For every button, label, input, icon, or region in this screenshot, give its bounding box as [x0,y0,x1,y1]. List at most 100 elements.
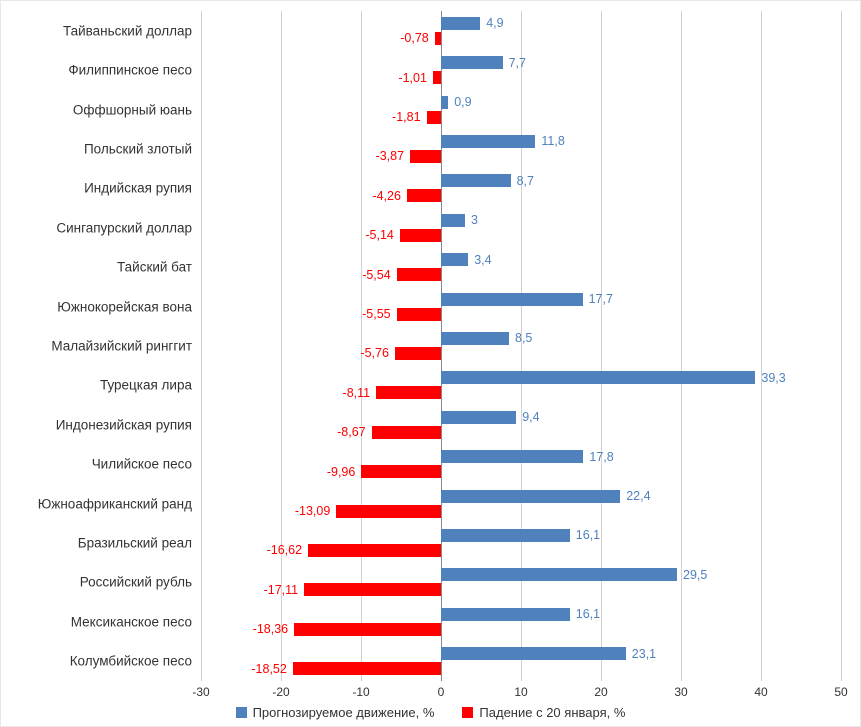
bar-value-pos: 7,7 [509,56,526,70]
bar-value-neg: -5,14 [365,228,394,242]
bar-neg [336,505,441,518]
bar-pos [441,568,677,581]
bar-pos [441,529,570,542]
bar-neg [427,111,441,124]
bar-pos [441,647,626,660]
bar-neg [304,583,441,596]
gridline [841,11,842,681]
bar-pos [441,174,511,187]
bar-value-pos: 23,1 [632,647,656,661]
category-label: Тайский бат [117,260,192,275]
bar-neg [361,465,441,478]
category-label: Южнокорейская вона [57,299,192,314]
bar-pos [441,17,480,30]
x-tick-label: 10 [514,685,527,699]
bar-value-pos: 3 [471,213,478,227]
category-label: Малайзийский ринггит [51,338,192,353]
bar-pos [441,253,468,266]
bar-value-pos: 22,4 [626,489,650,503]
bar-value-neg: -8,67 [337,425,366,439]
x-tick-label: 30 [674,685,687,699]
bar-value-pos: 4,9 [486,16,503,30]
bar-value-neg: -3,87 [376,149,405,163]
bar-value-pos: 17,8 [589,450,613,464]
bar-pos [441,293,583,306]
category-label: Российский рубль [80,575,192,590]
bar-value-neg: -16,62 [267,543,302,557]
bar-value-neg: -0,78 [400,31,429,45]
x-tick-label: 0 [438,685,445,699]
bar-pos [441,214,465,227]
bar-value-neg: -1,81 [392,110,421,124]
currency-bar-chart: -30-20-10010203040504,9-0,787,7-1,010,9-… [0,0,861,727]
x-tick-label: -30 [192,685,209,699]
bar-value-neg: -5,76 [360,346,389,360]
bar-neg [308,544,441,557]
category-label: Южноафриканский ранд [38,496,192,511]
bar-pos [441,135,535,148]
bar-value-pos: 17,7 [589,292,613,306]
x-tick-label: 40 [754,685,767,699]
bar-value-pos: 8,7 [517,174,534,188]
bar-neg [410,150,441,163]
bar-value-neg: -1,01 [398,71,427,85]
category-label: Мексиканское песо [71,614,192,629]
category-label: Оффшорный юань [73,102,192,117]
category-label: Польский злотый [84,141,192,156]
bar-pos [441,56,503,69]
bar-pos [441,490,620,503]
bar-value-pos: 39,3 [761,371,785,385]
bar-neg [372,426,441,439]
bar-value-pos: 3,4 [474,253,491,267]
bar-neg [293,662,441,675]
category-label: Индонезийская рупия [56,417,192,432]
x-tick-label: 50 [834,685,847,699]
bar-neg [397,308,441,321]
legend-label-neg: Падение с 20 января, % [479,705,625,720]
bar-neg [397,268,441,281]
x-tick-label: -10 [352,685,369,699]
legend: Прогнозируемое движение, % Падение с 20 … [1,705,860,720]
category-label: Бразильский реал [78,535,192,550]
bar-neg [294,623,441,636]
bar-neg [395,347,441,360]
bar-value-neg: -9,96 [327,465,356,479]
legend-item-pos: Прогнозируемое движение, % [236,705,435,720]
gridline [201,11,202,681]
category-label: Колумбийское песо [70,654,192,669]
bar-value-pos: 11,8 [541,134,564,148]
gridline [681,11,682,681]
bar-pos [441,332,509,345]
bar-value-neg: -8,11 [343,386,371,400]
bar-neg [400,229,441,242]
bar-value-pos: 16,1 [576,607,600,621]
category-label: Сингапурский доллар [56,220,192,235]
bar-value-pos: 8,5 [515,331,532,345]
bar-value-pos: 0,9 [454,95,471,109]
bar-pos [441,96,448,109]
bar-neg [433,71,441,84]
bar-pos [441,450,583,463]
bar-value-pos: 9,4 [522,410,539,424]
category-label: Индийская рупия [84,181,192,196]
bar-value-neg: -4,26 [372,189,401,203]
bar-value-pos: 16,1 [576,528,600,542]
bar-value-neg: -5,55 [362,307,391,321]
bar-value-neg: -13,09 [295,504,330,518]
category-label: Тайваньский доллар [63,23,192,38]
category-label: Филиппинское песо [68,63,192,78]
plot-area: -30-20-10010203040504,9-0,787,7-1,010,9-… [201,11,841,681]
bar-pos [441,411,516,424]
category-label: Чилийское песо [92,457,192,472]
category-label: Турецкая лира [100,378,192,393]
bar-value-neg: -17,11 [264,583,299,597]
gridline [761,11,762,681]
legend-item-neg: Падение с 20 января, % [462,705,625,720]
legend-swatch-pos [236,707,247,718]
legend-swatch-neg [462,707,473,718]
gridline [281,11,282,681]
bar-pos [441,608,570,621]
bar-value-neg: -18,36 [253,622,288,636]
bar-neg [407,189,441,202]
legend-label-pos: Прогнозируемое движение, % [253,705,435,720]
